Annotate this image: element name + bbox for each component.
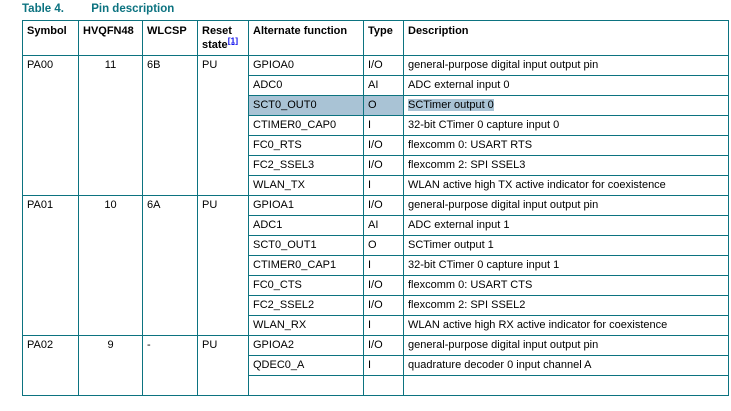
alternate-function-cell: WLAN_RX [248,315,364,336]
type-cell: I [363,315,404,336]
pin-function-row: FC0_RTS I/O flexcomm 0: USART RTS [23,135,729,156]
description-cell: SCTimer output 1 [403,235,729,256]
type-cell: AI [363,75,404,96]
type-cell [363,375,404,396]
footnote-link[interactable]: [1] [227,35,239,46]
alternate-function-cell: SCT0_OUT1 [248,235,364,256]
pin-function-row: WLAN_RX I WLAN active high RX active indic… [23,315,729,336]
pin-hvqfn48-cell: 11 [78,55,143,196]
alternate-function-cell: SCT0_OUT0 [248,95,364,116]
description-cell: 32-bit CTimer 0 capture input 0 [403,115,729,136]
type-cell: I [363,355,404,376]
type-cell: I [363,255,404,276]
pin-reset-state-cell: PU [197,55,249,196]
type-cell: O [363,95,404,116]
alternate-function-cell: GPIOA1 [248,195,364,216]
table-title: Table 4. Pin description [22,3,174,15]
type-cell: I/O [363,335,404,356]
pin-function-row: ADC1 AI ADC external input 1 [23,215,729,236]
type-cell: I [363,175,404,196]
alternate-function-cell: CTIMER0_CAP0 [248,115,364,136]
pin-function-row: SCT0_OUT0 O SCTimer output 0 [23,95,729,116]
pin-symbol-cell: PA00 [22,55,79,196]
pin-symbol-cell: PA02 [22,335,79,396]
pin-function-row: PA01 10 6A PU GPIOA1 I/O general-purpose digit… [22,195,729,336]
pin-function-row: CTIMER0_CAP0 I 32-bit CTimer 0 capture inp… [23,115,729,136]
type-cell: I/O [363,195,404,216]
type-cell: I/O [363,295,404,316]
alternate-function-cell: ADC1 [248,215,364,236]
col-header-hvqfn48: HVQFN48 [78,20,143,56]
description-cell: flexcomm 0: USART CTS [403,275,729,296]
pin-function-row: FC2_SSEL3 I/O flexcomm 2: SPI SSEL3 [23,155,729,176]
alternate-function-cell: GPIOA0 [248,55,364,76]
alternate-function-cell: FC0_CTS [248,275,364,296]
alternate-function-cell: FC2_SSEL3 [248,155,364,176]
pin-hvqfn48-cell: 10 [78,195,143,336]
description-cell: flexcomm 2: SPI SSEL2 [403,295,729,316]
description-cell: general-purpose digital input output pin [403,55,729,76]
pin-function-row: PA02 9- PU GPIOA2 I/O general-purpose digital… [22,335,729,396]
table-title-label: Table 4. [22,3,64,15]
alternate-function-cell: WLAN_TX [248,175,364,196]
type-cell: O [363,235,404,256]
selected-text: SCTimer output 0 [408,99,494,111]
pin-function-row: ADC0 AI ADC external input 0 [23,75,729,96]
col-header-type: Type [363,20,404,56]
type-cell: I [363,115,404,136]
description-cell: SCTimer output 0 [403,95,729,116]
type-cell: AI [363,215,404,236]
description-cell: WLAN active high RX active indicator for… [403,315,729,336]
description-cell [403,375,729,396]
pin-function-row: FC0_CTS I/O flexcomm 0: USART CTS [23,275,729,296]
alternate-function-cell: FC2_SSEL2 [248,295,364,316]
description-cell: general-purpose digital input output pin [403,335,729,356]
col-header-wlcsp: WLCSP [142,20,198,56]
pin-function-row-partial [23,375,729,396]
header-row: Symbol HVQFN48 WLCSP Reset state[1] Alte… [22,20,729,56]
description-cell: ADC external input 1 [403,215,729,236]
type-cell: I/O [363,135,404,156]
alternate-function-cell: ADC0 [248,75,364,96]
pin-table-body: PA00 11 6B PU GPIOA0 I/O general-purpose digit… [22,55,729,396]
table-title-caption: Pin description [91,3,175,15]
description-cell: ADC external input 0 [403,75,729,96]
alternate-function-cell [248,375,364,396]
type-cell: I/O [363,55,404,76]
description-cell: general-purpose digital input output pin [403,195,729,216]
type-cell: I/O [363,155,404,176]
pin-wlcsp-cell: 6A [142,195,198,336]
pin-function-row: PA00 11 6B PU GPIOA0 I/O general-purpose digit… [22,55,729,196]
pin-wlcsp-cell: 6B [142,55,198,196]
col-header-description: Description [403,20,729,56]
description-cell: 32-bit CTimer 0 capture input 1 [403,255,729,276]
description-cell: quadrature decoder 0 input channel A [403,355,729,376]
alternate-function-cell: QDEC0_A [248,355,364,376]
pin-symbol-cell: PA01 [22,195,79,336]
col-header-symbol: Symbol [22,20,79,56]
pin-hvqfn48-cell: 9 [78,335,143,396]
col-header-alternate-function: Alternate function [248,20,364,56]
description-cell: flexcomm 2: SPI SSEL3 [403,155,729,176]
pin-wlcsp-cell: - [142,335,198,396]
pin-reset-state-cell: PU [197,335,249,396]
description-cell: WLAN active high TX active indicator for… [403,175,729,196]
description-cell: flexcomm 0: USART RTS [403,135,729,156]
type-cell: I/O [363,275,404,296]
alternate-function-cell: FC0_RTS [248,135,364,156]
pin-function-row: FC2_SSEL2 I/O flexcomm 2: SPI SSEL2 [23,295,729,316]
reset-state-label: Reset state [202,25,232,51]
pin-reset-state-cell: PU [197,195,249,336]
alternate-function-cell: GPIOA2 [248,335,364,356]
col-header-reset-state: Reset state[1] [197,20,249,56]
pin-description-table: Symbol HVQFN48 WLCSP Reset state[1] Alte… [22,20,729,396]
alternate-function-cell: CTIMER0_CAP1 [248,255,364,276]
